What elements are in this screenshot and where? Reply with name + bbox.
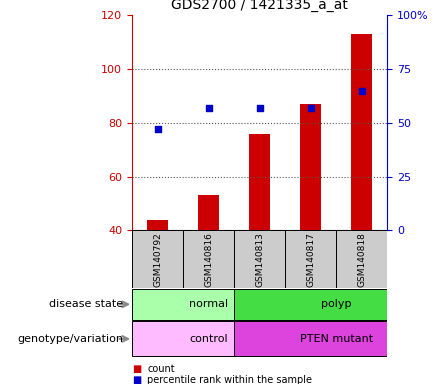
Title: GDS2700 / 1421335_a_at: GDS2700 / 1421335_a_at — [171, 0, 348, 12]
Bar — [132, 289, 234, 320]
Text: GSM140813: GSM140813 — [255, 232, 264, 286]
Bar — [147, 220, 168, 230]
Text: percentile rank within the sample: percentile rank within the sample — [147, 375, 312, 384]
Point — [154, 126, 161, 132]
Bar — [336, 230, 387, 288]
Text: PTEN mutant: PTEN mutant — [300, 334, 373, 344]
Text: ■: ■ — [132, 375, 141, 384]
Text: normal: normal — [189, 299, 228, 310]
Bar — [132, 321, 234, 356]
Text: GSM140817: GSM140817 — [306, 232, 315, 286]
Bar — [234, 321, 387, 356]
Bar — [249, 134, 270, 230]
Text: control: control — [189, 334, 228, 344]
Bar — [198, 195, 219, 230]
Bar — [234, 230, 285, 288]
Point — [205, 105, 212, 111]
Text: genotype/variation: genotype/variation — [17, 334, 123, 344]
Text: count: count — [147, 364, 175, 374]
Text: GSM140816: GSM140816 — [204, 232, 213, 286]
Bar — [352, 34, 372, 230]
Bar — [234, 289, 387, 320]
Text: GSM140792: GSM140792 — [153, 232, 162, 286]
Text: polyp: polyp — [321, 299, 352, 310]
Point — [358, 88, 365, 94]
Text: disease state: disease state — [49, 299, 123, 310]
Point — [256, 105, 263, 111]
Point — [307, 105, 314, 111]
Bar — [183, 230, 234, 288]
Bar — [301, 104, 321, 230]
Text: ■: ■ — [132, 364, 141, 374]
Bar — [132, 230, 183, 288]
Bar — [285, 230, 336, 288]
Text: GSM140818: GSM140818 — [357, 232, 366, 286]
